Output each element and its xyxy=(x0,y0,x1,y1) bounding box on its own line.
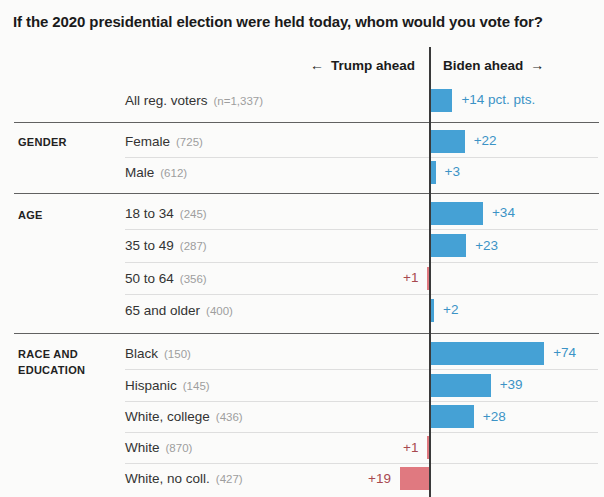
lead-value-label: +39 xyxy=(500,376,523,394)
row-separator xyxy=(125,401,598,402)
section-label: AGE xyxy=(18,207,104,223)
row-label: Female (725) xyxy=(125,132,203,152)
row-label: White, college (436) xyxy=(125,407,243,427)
lead-value-label: +1 xyxy=(403,269,418,287)
sample-size: (436) xyxy=(216,411,243,423)
group-name: White, college xyxy=(125,409,210,424)
row-label: 65 and older (400) xyxy=(125,301,233,321)
lead-value-label: +22 xyxy=(474,132,497,150)
group-name: Black xyxy=(125,346,158,361)
group-name: Hispanic xyxy=(125,378,177,393)
row-label: White, no coll. (427) xyxy=(125,469,243,489)
sample-size: (145) xyxy=(183,380,210,392)
group-name: 65 and older xyxy=(125,303,200,318)
section-divider xyxy=(14,122,599,123)
lead-value-label: +19 xyxy=(368,470,391,488)
lead-value-label: +34 xyxy=(492,204,515,222)
row-separator xyxy=(125,369,598,370)
chart-title: If the 2020 presidential election were h… xyxy=(13,13,598,30)
right-arrow-icon: → xyxy=(530,57,544,73)
sample-size: (870) xyxy=(166,442,193,454)
lead-value-label: +28 xyxy=(483,408,506,426)
row-label: Hispanic (145) xyxy=(125,376,210,396)
section-label: GENDER xyxy=(18,134,104,150)
lead-value-label: +3 xyxy=(445,163,460,181)
sample-size: (400) xyxy=(206,305,233,317)
row-separator xyxy=(125,229,598,230)
biden-lead-bar xyxy=(431,405,474,428)
sample-size: (427) xyxy=(216,473,243,485)
sample-size: (356) xyxy=(180,273,207,285)
biden-lead-bar xyxy=(431,342,544,365)
group-name: 35 to 49 xyxy=(125,238,174,253)
group-name: Male xyxy=(125,165,154,180)
row-label: Male (612) xyxy=(125,163,187,183)
row-label: 35 to 49 (287) xyxy=(125,236,207,256)
lead-value-label: +2 xyxy=(443,301,458,319)
group-name: White xyxy=(125,440,160,455)
section-label: RACE AND EDUCATION xyxy=(18,346,104,378)
lead-value-label: +14 pct. pts. xyxy=(461,91,535,109)
sample-size: (245) xyxy=(180,208,207,220)
biden-lead-bar xyxy=(431,234,466,257)
zero-axis-line xyxy=(429,47,431,497)
biden-lead-bar xyxy=(431,374,491,397)
row-label: 18 to 34 (245) xyxy=(125,204,207,224)
row-label: White (870) xyxy=(125,438,192,458)
lead-value-label: +1 xyxy=(403,439,418,457)
trump-ahead-direction-label: ← Trump ahead xyxy=(310,57,415,73)
section-divider xyxy=(14,193,599,194)
row-separator xyxy=(125,294,598,295)
biden-lead-bar xyxy=(431,89,452,112)
row-label: All reg. voters (n=1,337) xyxy=(125,91,263,111)
row-separator xyxy=(125,463,598,464)
row-label: Black (150) xyxy=(125,344,191,364)
sample-size: (n=1,337) xyxy=(214,95,264,107)
biden-ahead-direction-label: Biden ahead → xyxy=(443,57,544,73)
group-name: White, no coll. xyxy=(125,471,210,486)
row-separator xyxy=(125,157,598,158)
group-name: 50 to 64 xyxy=(125,271,174,286)
biden-lead-bar xyxy=(431,299,434,322)
lead-value-label: +23 xyxy=(475,237,498,255)
sample-size: (150) xyxy=(164,348,191,360)
group-name: Female xyxy=(125,134,170,149)
biden-lead-bar xyxy=(431,202,483,225)
section-divider xyxy=(14,333,599,334)
biden-lead-bar xyxy=(431,130,465,153)
row-separator xyxy=(125,432,598,433)
sample-size: (725) xyxy=(176,136,203,148)
trump-lead-bar xyxy=(400,467,429,490)
sample-size: (612) xyxy=(160,167,187,179)
row-separator xyxy=(125,262,598,263)
row-label: 50 to 64 (356) xyxy=(125,269,207,289)
lead-value-label: +74 xyxy=(553,344,576,362)
group-name: All reg. voters xyxy=(125,93,208,108)
biden-lead-bar xyxy=(431,161,436,184)
group-name: 18 to 34 xyxy=(125,206,174,221)
poll-margin-chart: If the 2020 presidential election were h… xyxy=(0,0,604,497)
trump-ahead-text: Trump ahead xyxy=(331,58,415,73)
sample-size: (287) xyxy=(180,240,207,252)
left-arrow-icon: ← xyxy=(310,57,324,73)
biden-ahead-text: Biden ahead xyxy=(443,58,523,73)
